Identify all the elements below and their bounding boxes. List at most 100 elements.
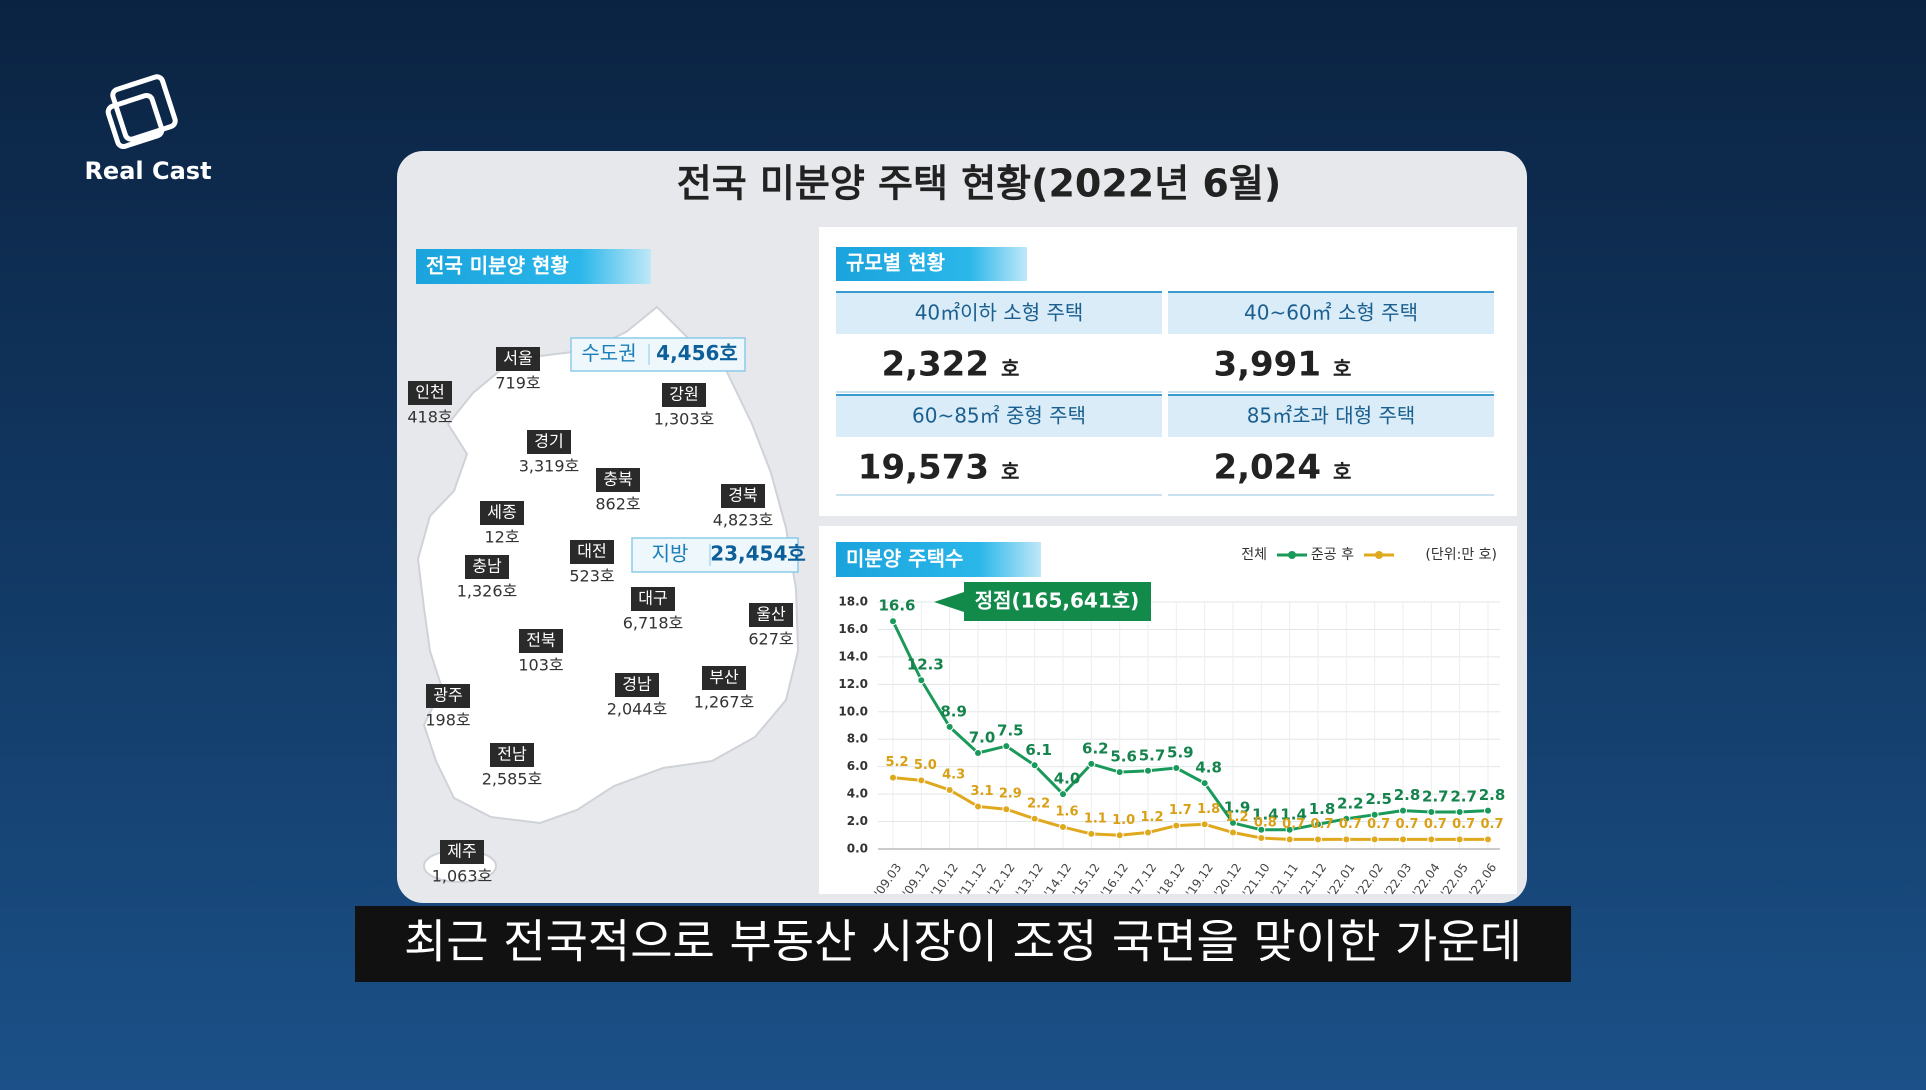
data-point: [917, 676, 926, 685]
data-point: [1285, 835, 1294, 844]
region-tag: [749, 603, 793, 627]
region-name: 전남: [497, 745, 527, 764]
data-label: 5.9: [1167, 744, 1194, 762]
data-point: [1200, 779, 1209, 788]
summary-label: 수도권: [581, 341, 636, 365]
data-label: 1.1: [1084, 811, 1107, 826]
y-tick-label: 10.0: [838, 704, 868, 718]
data-point: [1087, 759, 1096, 768]
data-point: [1172, 764, 1181, 773]
section-title: 전국 미분양 현황: [426, 254, 569, 278]
section-title: 규모별 현황: [846, 251, 946, 275]
region-name: 전북: [526, 631, 555, 650]
y-tick-label: 14.0: [838, 649, 868, 663]
region-name: 대구: [638, 589, 667, 608]
size-unit: 호: [1333, 460, 1351, 484]
region-count: 103호: [518, 656, 563, 675]
data-label: 2.9: [999, 787, 1022, 802]
region-name: 광주: [433, 686, 462, 705]
region-name: 대전: [577, 542, 606, 561]
y-tick-label: 2.0: [847, 814, 868, 828]
region-tag: [519, 629, 563, 653]
region-name: 울산: [756, 605, 786, 624]
summary-box: [570, 337, 746, 372]
data-label: 4.3: [942, 767, 965, 782]
data-point: [945, 785, 954, 794]
data-label: 2.5: [1365, 790, 1392, 808]
data-point: [1257, 825, 1266, 834]
region-tag: [480, 501, 524, 525]
region-count: 418호: [407, 408, 452, 427]
region-name: 강원: [669, 385, 698, 404]
region-name: 서울: [503, 349, 532, 368]
data-label: 2.2: [1027, 796, 1050, 811]
y-tick-label: 0.0: [847, 842, 868, 856]
size-label: 60~85㎡ 중형 주택: [912, 404, 1086, 428]
data-label: 5.2: [885, 755, 908, 770]
data-point: [1342, 814, 1351, 823]
line-chart: 0.02.04.06.08.010.012.014.016.018.0'09.0…: [838, 547, 1505, 900]
data-point: [1285, 825, 1294, 834]
data-label: 1.0: [1112, 813, 1135, 828]
section-header: [836, 542, 1041, 577]
data-point: [1370, 810, 1379, 819]
region-count: 2,585호: [482, 770, 543, 789]
data-label: 7.5: [997, 722, 1024, 740]
cell-header: [1168, 395, 1494, 437]
region-name: 세종: [487, 503, 516, 522]
data-point: [917, 776, 926, 785]
data-point: [1484, 835, 1492, 844]
region-count: 1,303호: [654, 410, 715, 429]
region-tag: [527, 430, 571, 454]
data-label: 1.9: [1224, 798, 1251, 816]
region-count: 198호: [425, 711, 470, 730]
data-label: 4.0: [1054, 770, 1081, 788]
legend-marker: [1288, 551, 1296, 559]
subtitle-box: [355, 906, 1571, 982]
data-label: 1.4: [1252, 805, 1279, 823]
region-name: 경남: [622, 675, 652, 694]
data-label: 0.7: [1452, 817, 1475, 832]
region-tag: [426, 684, 470, 708]
data-label: 5.7: [1139, 746, 1166, 764]
data-label: 0.8: [1254, 816, 1277, 831]
data-point: [1399, 835, 1407, 844]
data-point: [1002, 805, 1011, 814]
region-name: 경북: [728, 486, 757, 505]
y-tick-label: 4.0: [847, 787, 868, 801]
size-value: 2,024: [1213, 448, 1321, 488]
size-value: 19,573: [858, 448, 989, 488]
section-header: [416, 249, 651, 284]
data-label: 1.8: [1309, 800, 1336, 818]
data-label: 2.7: [1422, 787, 1449, 805]
region-count: 4,823호: [713, 511, 774, 530]
region-count: 719호: [495, 374, 540, 393]
region-count: 1,267호: [694, 693, 755, 712]
data-point: [889, 617, 897, 626]
subtitle: 최근 전국적으로 부동산 시장이 조정 국면을 맞이한 가운데: [404, 915, 1522, 969]
data-point: [1030, 761, 1039, 770]
logo-text: Real Cast: [84, 157, 211, 185]
data-label: 1.2: [1225, 810, 1248, 825]
region-count: 12호: [484, 528, 519, 547]
region-tag: [490, 743, 534, 767]
data-label: 0.7: [1480, 817, 1503, 832]
region-count: 2,044호: [607, 700, 668, 719]
data-point: [1427, 807, 1436, 816]
y-tick-label: 16.0: [838, 622, 868, 636]
summary-label: 지방: [652, 542, 689, 566]
data-point: [945, 722, 954, 731]
y-tick-label: 18.0: [838, 595, 868, 609]
data-point: [1314, 835, 1322, 844]
size-value: 3,991: [1213, 345, 1321, 385]
data-label: 0.7: [1310, 817, 1333, 832]
data-point: [1115, 831, 1124, 840]
region-tag: [702, 666, 746, 690]
logo-mark: [110, 74, 178, 142]
region-count: 862호: [595, 495, 640, 514]
data-label: 6.1: [1025, 741, 1052, 759]
data-point: [1399, 806, 1407, 815]
data-label: 2.2: [1337, 794, 1364, 812]
